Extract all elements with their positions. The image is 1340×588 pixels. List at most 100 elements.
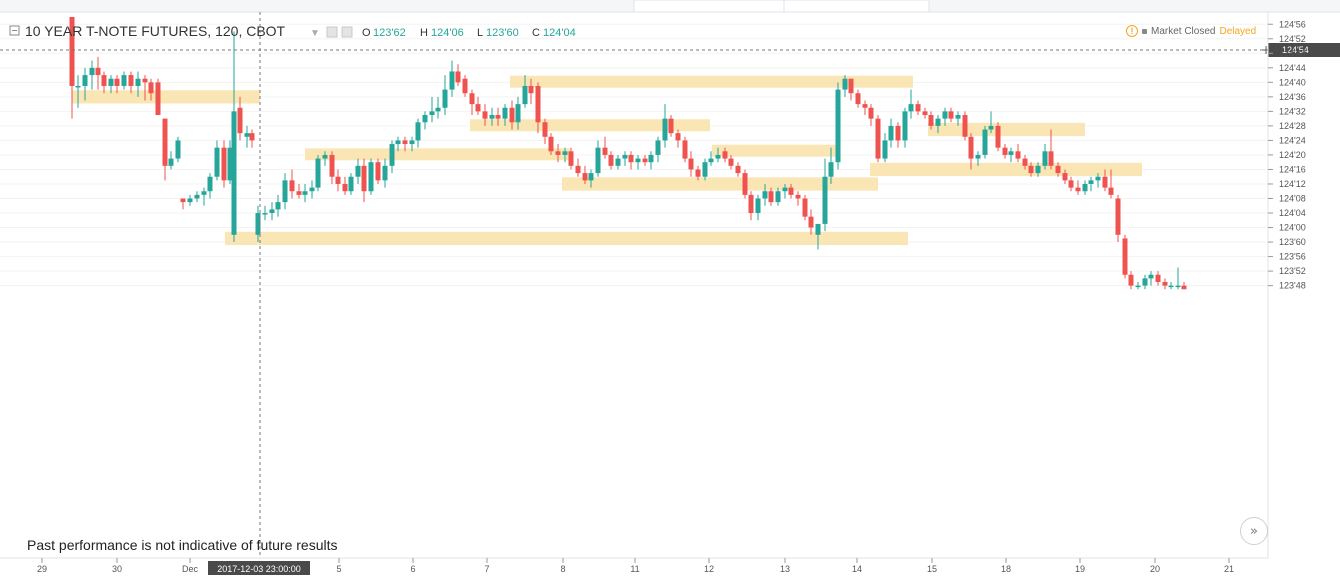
candle[interactable] (1048, 129, 1054, 170)
candle[interactable] (449, 60, 455, 97)
candle[interactable] (389, 140, 395, 174)
candle[interactable] (975, 151, 981, 166)
candle[interactable] (635, 154, 641, 170)
candle[interactable] (1115, 194, 1121, 243)
candle[interactable] (575, 158, 581, 177)
candle[interactable] (82, 67, 88, 101)
candle[interactable] (429, 96, 435, 123)
candle[interactable] (309, 180, 315, 199)
candle[interactable] (908, 89, 914, 119)
candle[interactable] (742, 169, 748, 199)
candle[interactable] (795, 191, 801, 206)
candle[interactable] (502, 104, 508, 126)
candle[interactable] (922, 107, 928, 119)
candle[interactable] (409, 136, 415, 152)
candle[interactable] (244, 125, 250, 148)
candle[interactable] (289, 169, 295, 199)
candle[interactable] (855, 89, 861, 108)
candle[interactable] (101, 71, 107, 94)
candle[interactable] (768, 187, 774, 206)
candle[interactable] (462, 75, 468, 97)
support-resistance-zone[interactable] (562, 177, 878, 191)
candle[interactable] (135, 71, 141, 97)
candle[interactable] (615, 154, 621, 170)
candle[interactable] (808, 209, 814, 235)
candle[interactable] (735, 162, 741, 177)
candle[interactable] (1008, 147, 1014, 163)
candle[interactable] (788, 183, 794, 199)
candle[interactable] (155, 78, 161, 116)
support-resistance-zone[interactable] (870, 162, 1142, 177)
candle[interactable] (928, 111, 934, 130)
candle[interactable] (89, 60, 95, 90)
candle[interactable] (231, 31, 237, 243)
candle[interactable] (1181, 281, 1187, 290)
candle[interactable] (162, 118, 168, 181)
candle[interactable] (402, 136, 408, 152)
candle[interactable] (275, 194, 281, 217)
candle[interactable] (1162, 278, 1168, 290)
candle[interactable] (582, 165, 588, 184)
candle[interactable] (708, 151, 714, 166)
candle[interactable] (207, 173, 213, 199)
candle[interactable] (329, 151, 335, 184)
candle[interactable] (528, 78, 534, 105)
candle[interactable] (715, 147, 721, 163)
candle[interactable] (342, 176, 348, 195)
candle[interactable] (602, 136, 608, 159)
candle[interactable] (982, 125, 988, 159)
candle[interactable] (888, 118, 894, 148)
candle[interactable] (1142, 274, 1148, 290)
candle[interactable] (1082, 180, 1088, 195)
candle[interactable] (75, 75, 81, 108)
candle[interactable] (262, 205, 268, 221)
candle[interactable] (194, 191, 200, 203)
candle[interactable] (315, 154, 321, 192)
candle[interactable] (455, 64, 461, 86)
candle[interactable] (108, 75, 114, 94)
candle[interactable] (348, 173, 354, 195)
candle[interactable] (269, 202, 275, 221)
candle[interactable] (395, 136, 401, 152)
candle[interactable] (695, 165, 701, 181)
candle[interactable] (1002, 144, 1008, 159)
candle[interactable] (1095, 173, 1101, 188)
candle[interactable] (1088, 176, 1094, 192)
candle[interactable] (282, 173, 288, 210)
candle[interactable] (375, 158, 381, 184)
candle[interactable] (1168, 281, 1174, 290)
plus-icon[interactable]: + (1261, 43, 1271, 57)
candle[interactable] (775, 187, 781, 206)
support-resistance-zone[interactable] (470, 119, 710, 132)
candle[interactable] (302, 183, 308, 203)
candle[interactable] (1015, 144, 1021, 163)
candle[interactable] (495, 107, 501, 126)
candle[interactable] (535, 82, 541, 134)
candle[interactable] (489, 107, 495, 126)
candle[interactable] (548, 133, 554, 155)
candle[interactable] (1075, 180, 1081, 195)
candle[interactable] (382, 158, 388, 188)
candle[interactable] (175, 136, 181, 163)
candle[interactable] (568, 147, 574, 170)
candle[interactable] (1148, 271, 1154, 286)
candle[interactable] (595, 140, 601, 177)
warning-icon[interactable]: ! (1126, 25, 1138, 37)
collapse-icon[interactable] (9, 25, 20, 36)
candle[interactable] (628, 151, 634, 170)
candle[interactable] (622, 151, 628, 166)
candle[interactable] (1035, 162, 1041, 177)
candle[interactable] (1175, 267, 1181, 290)
candle[interactable] (588, 169, 594, 188)
support-resistance-zone[interactable] (305, 148, 570, 161)
candle[interactable] (608, 151, 614, 170)
candle[interactable] (802, 194, 808, 221)
candle[interactable] (148, 78, 154, 101)
candle[interactable] (882, 133, 888, 163)
candle[interactable] (128, 71, 134, 94)
candle[interactable] (915, 100, 921, 116)
scroll-to-realtime-button[interactable]: » (1240, 517, 1268, 545)
candle[interactable] (368, 158, 374, 195)
